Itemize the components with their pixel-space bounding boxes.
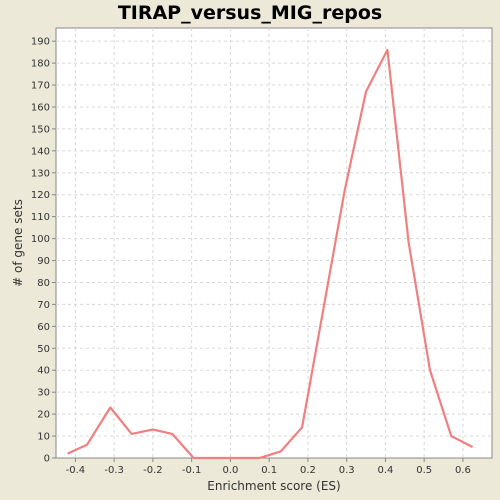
- y-tick-label: 40: [37, 366, 50, 377]
- y-tick-label: 110: [31, 212, 50, 223]
- y-tick-label: 70: [37, 300, 50, 311]
- x-tick-label: -0.3: [104, 465, 124, 476]
- x-tick-label: -0.2: [143, 465, 163, 476]
- y-tick-label: 180: [31, 59, 50, 70]
- x-tick-label: 0.1: [261, 465, 277, 476]
- y-tick-label: 150: [31, 124, 50, 135]
- y-tick-label: 20: [37, 410, 50, 421]
- axis-ticks: 0 10 20 30 40 50 60 70 80 90 100 110 120 130 140 150 160…: [31, 37, 471, 476]
- y-tick-label: 160: [31, 102, 50, 113]
- x-tick-label: 0.4: [377, 465, 393, 476]
- y-tick-label: 80: [37, 278, 50, 289]
- x-tick-label: 0.5: [416, 465, 432, 476]
- x-tick-label: -0.1: [182, 465, 202, 476]
- y-tick-label: 140: [31, 146, 50, 157]
- y-tick-label: 130: [31, 168, 50, 179]
- y-tick-label: 60: [37, 322, 50, 333]
- grid-lines: [56, 28, 492, 458]
- y-tick-label: 30: [37, 388, 50, 399]
- x-tick-label: -0.4: [66, 465, 86, 476]
- y-tick-label: 50: [37, 344, 50, 355]
- x-tick-label: 0.3: [339, 465, 355, 476]
- series-line: [67, 48, 474, 460]
- y-tick-label: 90: [37, 256, 50, 267]
- y-tick-label: 100: [31, 234, 50, 245]
- y-tick-label: 120: [31, 190, 50, 201]
- x-tick-label: 0.6: [455, 465, 471, 476]
- plot-area: [55, 27, 493, 459]
- y-tick-label: 190: [31, 37, 50, 48]
- y-tick-label: 170: [31, 81, 50, 92]
- series-layer: [67, 48, 474, 460]
- x-axis-label: Enrichment score (ES): [207, 479, 340, 493]
- y-axis-label: # of gene sets: [11, 199, 25, 287]
- y-tick-label: 10: [37, 432, 50, 443]
- y-tick-label: 0: [44, 454, 50, 465]
- x-tick-label: 0.2: [300, 465, 316, 476]
- chart-title: TIRAP_versus_MIG_repos: [117, 2, 383, 24]
- x-tick-label: 0.0: [222, 465, 238, 476]
